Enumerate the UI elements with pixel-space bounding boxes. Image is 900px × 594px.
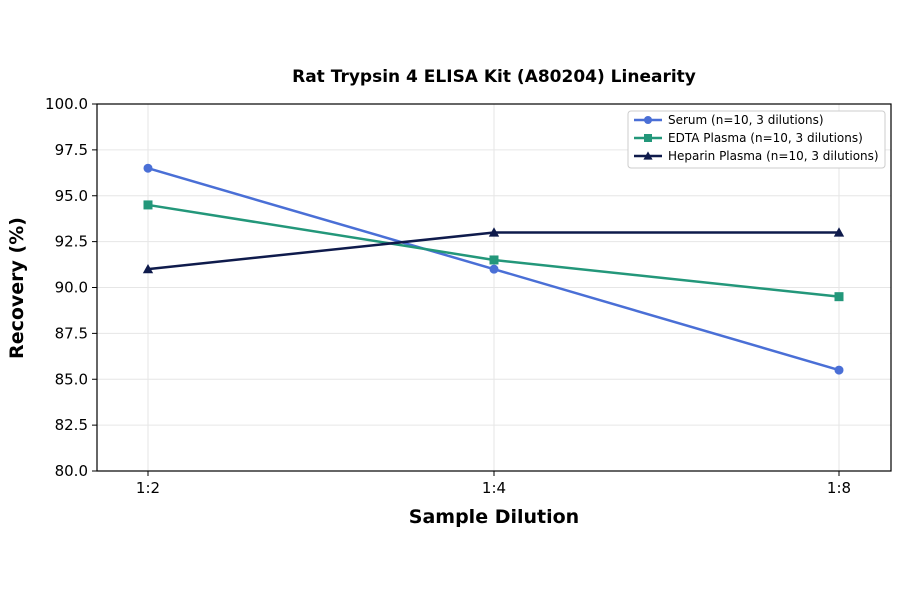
y-tick-label: 100.0 — [45, 95, 88, 113]
y-tick-label: 87.5 — [55, 324, 88, 342]
data-point-serum — [143, 163, 153, 173]
y-tick-label: 95.0 — [55, 187, 88, 205]
x-tick-label: 1:2 — [136, 479, 160, 497]
y-tick-label: 97.5 — [55, 141, 88, 159]
data-point-serum — [489, 264, 499, 274]
y-tick-label: 85.0 — [55, 370, 88, 388]
y-tick-label: 82.5 — [55, 416, 88, 434]
data-point-heparin — [142, 263, 154, 274]
y-axis-title: Recovery (%) — [6, 217, 28, 359]
legend-item-edta: EDTA Plasma (n=10, 3 dilutions) — [634, 131, 863, 145]
legend-box — [627, 110, 886, 169]
data-point-edta — [489, 255, 499, 265]
x-tick-label: 1:4 — [482, 479, 506, 497]
data-point-heparin — [488, 227, 500, 237]
y-tick-label: 80.0 — [55, 462, 88, 480]
data-point-heparin — [833, 227, 845, 237]
y-tick-label: 92.5 — [55, 233, 88, 251]
data-point-serum — [834, 365, 844, 375]
legend-label: Heparin Plasma (n=10, 3 dilutions) — [668, 149, 879, 163]
x-axis: 1:2 1:4 1:8 — [136, 471, 851, 497]
legend-label: EDTA Plasma (n=10, 3 dilutions) — [668, 131, 863, 145]
data-point-edta — [143, 200, 153, 210]
legend-marker — [643, 151, 653, 160]
legend: Serum (n=10, 3 dilutions) EDTA Plasma (n=… — [627, 110, 886, 169]
series-heparin — [142, 227, 845, 274]
x-axis-title: Sample Dilution — [409, 506, 579, 528]
legend-item-serum: Serum (n=10, 3 dilutions) — [634, 113, 824, 127]
legend-marker — [644, 116, 652, 124]
legend-label: Serum (n=10, 3 dilutions) — [668, 113, 824, 127]
legend-marker — [644, 134, 652, 142]
chart-title: Rat Trypsin 4 ELISA Kit (A80204) Lineari… — [292, 67, 696, 87]
x-tick-label: 1:8 — [827, 479, 851, 497]
series-edta — [143, 200, 844, 302]
legend-item-heparin: Heparin Plasma (n=10, 3 dilutions) — [634, 149, 879, 163]
data-point-edta — [834, 292, 844, 302]
y-tick-label: 90.0 — [55, 279, 88, 297]
series-serum — [143, 163, 844, 375]
series-group — [142, 163, 845, 375]
y-axis: 80.0 82.5 85.0 87.5 90.0 92.5 95.0 97.5 100.0 — [45, 95, 97, 480]
